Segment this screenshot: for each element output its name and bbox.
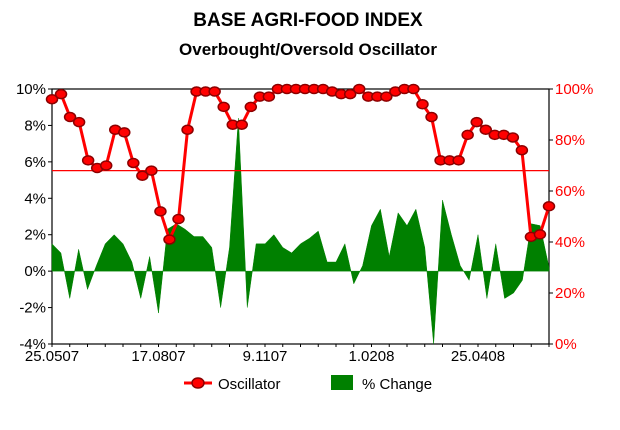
legend-change-swatch <box>331 375 353 390</box>
right-tick-label: 100% <box>555 81 593 98</box>
oscillator-point <box>352 83 366 95</box>
right-axis: 0% 20% 40% 60% 80% 100% <box>549 81 593 353</box>
right-tick-label: 0% <box>555 336 577 353</box>
oscillator-point <box>154 206 167 217</box>
oscillator-point <box>45 93 59 105</box>
oscillator-point <box>235 119 249 130</box>
left-tick-label: 10% <box>16 81 46 98</box>
oscillator-point <box>217 101 230 113</box>
oscillator-point <box>479 124 492 136</box>
oscillator-point <box>461 129 474 141</box>
oscillator-point <box>127 157 140 169</box>
oscillator-point <box>244 101 258 113</box>
oscillator-point <box>416 99 429 110</box>
left-tick-label: 8% <box>24 117 46 134</box>
left-tick-label: 2% <box>24 227 46 244</box>
left-tick-label: 6% <box>24 154 46 171</box>
oscillator-point <box>81 155 95 166</box>
oscillator-line <box>45 83 556 245</box>
oscillator-point <box>506 132 520 143</box>
oscillator-point <box>54 88 68 100</box>
oscillator-point <box>515 144 529 156</box>
oscillator-point <box>380 91 393 102</box>
right-tick-label: 80% <box>555 132 585 149</box>
oscillator-point <box>425 111 438 123</box>
oscillator-point <box>343 88 357 100</box>
oscillator-point <box>181 124 194 136</box>
legend-oscillator-marker <box>191 377 205 389</box>
oscillator-point <box>145 165 158 176</box>
legend-change-label: % Change <box>362 376 432 393</box>
legend-oscillator-label: Oscillator <box>218 376 281 393</box>
x-tick-label: 25.0507 <box>25 348 79 365</box>
left-axis: -4% -2% 0% 2% 4% 6% 8% 10% <box>16 81 52 353</box>
oscillator-point <box>208 86 221 97</box>
chart-subtitle: Overbought/Oversold Oscillator <box>179 40 437 59</box>
left-tick-label: -2% <box>19 300 46 317</box>
percent-change-area-fill <box>51 118 550 345</box>
oscillator-point <box>172 213 185 225</box>
left-tick-label: -4% <box>19 336 46 353</box>
x-tick-label: 25.0408 <box>451 348 505 365</box>
oscillator-point <box>470 116 483 128</box>
percent-change-area <box>51 118 550 345</box>
legend: Oscillator % Change <box>184 375 432 393</box>
oscillator-point <box>72 116 86 128</box>
right-tick-label: 60% <box>555 183 585 200</box>
oscillator-point <box>533 229 547 240</box>
oscillator-point <box>118 127 131 138</box>
x-axis: 25.0507 17.0807 9.1107 1.0208 25.0408 <box>25 344 550 365</box>
oscillator-point <box>452 155 465 166</box>
left-tick-label: 4% <box>24 190 46 207</box>
oscillator-point <box>63 111 77 123</box>
oscillator-point <box>163 234 176 245</box>
oscillator-point <box>136 170 149 181</box>
right-tick-label: 20% <box>555 285 585 302</box>
oscillator-point <box>262 91 276 102</box>
chart-title: BASE AGRI-FOOD INDEX <box>193 10 423 31</box>
oscillator-point <box>542 201 556 212</box>
oscillator-point <box>407 83 420 95</box>
x-tick-label: 1.0208 <box>349 348 395 365</box>
right-tick-label: 40% <box>555 234 585 251</box>
x-tick-label: 9.1107 <box>243 348 288 365</box>
left-tick-label: 0% <box>24 263 46 280</box>
oscillator-point <box>99 160 113 171</box>
x-tick-label: 17.0807 <box>131 348 185 365</box>
